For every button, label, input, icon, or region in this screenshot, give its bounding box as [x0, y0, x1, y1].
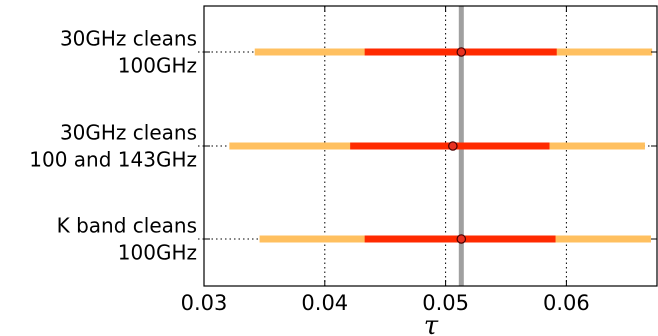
row-labels: 30GHz cleans 100GHz 30GHz cleans 100 and 14… [29, 27, 197, 265]
x-tick-label: 0.06 [543, 291, 590, 315]
x-tick-label: 0.03 [181, 291, 228, 315]
row-label-line: 30GHz cleans [60, 121, 197, 145]
point-marker [448, 141, 458, 151]
point-markers [448, 47, 467, 244]
point-marker [456, 47, 467, 57]
x-axis-ticks [203, 6, 657, 286]
row-label-line: 100 and 143GHz [29, 148, 197, 172]
point-marker [456, 234, 467, 244]
row-label-line: 100GHz [118, 54, 197, 78]
row-label-line: 30GHz cleans [60, 27, 197, 51]
interval-bars [229, 48, 653, 243]
x-tick-label: 0.05 [422, 291, 469, 315]
row-label-line: K band cleans [57, 214, 197, 238]
x-tick-label: 0.04 [301, 291, 348, 315]
x-tick-labels: 0.03 0.04 0.05 0.06 [181, 291, 590, 315]
row-label-line: 100GHz [118, 241, 197, 265]
x-axis-title: τ [424, 311, 439, 336]
